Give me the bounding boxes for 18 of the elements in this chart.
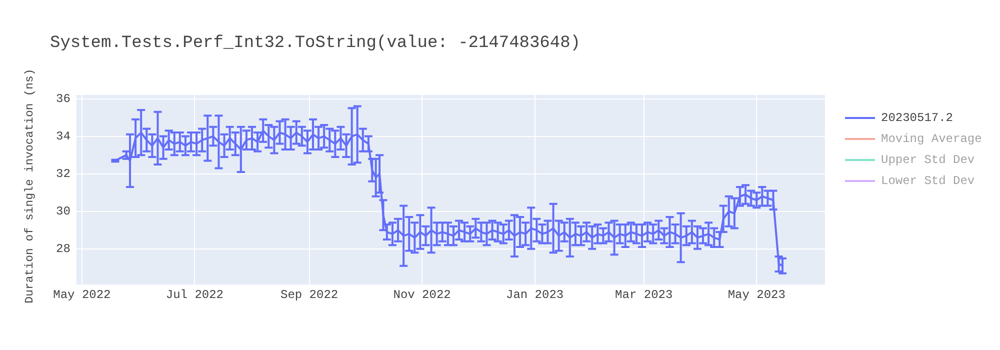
x-tick-label: Sep 2022 [280,288,338,302]
y-axis-title: Duration of single invocation (ns) [24,68,36,304]
legend-label: Lower Std Dev [881,174,975,188]
chart-title: System.Tests.Perf_Int32.ToString(value: -2147483648) [50,34,580,53]
x-tick-label: Nov 2022 [393,288,451,302]
y-tick-label: 30 [56,204,70,219]
legend-label: Upper Std Dev [881,152,975,166]
x-tick-label: May 2023 [728,288,786,302]
y-tick-label: 28 [56,242,70,256]
x-tick-label: May 2022 [53,288,111,302]
x-tick-label: Jul 2022 [166,288,224,302]
y-tick-label: 36 [56,92,70,106]
y-tick-label: 34 [56,129,70,144]
legend-label: Moving Average [881,132,982,146]
x-tick-label: Mar 2023 [615,288,673,302]
legend-label: 20230517.2 [881,110,954,124]
y-tick-label: 32 [56,167,70,182]
x-tick-label: Jan 2023 [506,288,564,302]
